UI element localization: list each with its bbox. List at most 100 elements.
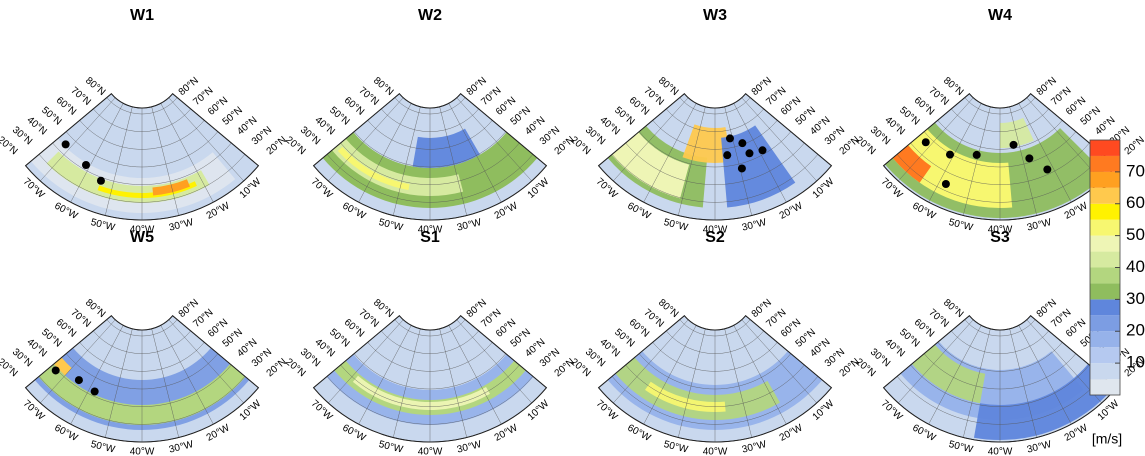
meridian	[40, 319, 116, 404]
panel-title: S3	[990, 229, 1010, 246]
wind-band	[152, 179, 190, 196]
colorbar-swatch	[1090, 251, 1120, 268]
marker-dot	[723, 151, 732, 160]
meridian	[160, 103, 214, 203]
colorbar-swatch	[1090, 299, 1120, 316]
colorbar-swatch	[1090, 379, 1120, 395]
marker-dot	[82, 160, 90, 169]
meridian	[358, 103, 412, 203]
colorbar-swatch	[1090, 155, 1120, 172]
meridian	[358, 325, 412, 425]
panel-title: W2	[418, 7, 442, 24]
meridian	[1018, 325, 1072, 425]
longitude-label: 30°W	[741, 439, 768, 456]
marker-dot	[1009, 140, 1018, 149]
longitude-label: 40°W	[418, 447, 443, 456]
colorbar-swatch	[1090, 235, 1120, 252]
colorbar-unit: [m/s]	[1092, 431, 1122, 447]
colorbar-tick-label: 70	[1126, 161, 1145, 180]
longitude-label: 40°W	[130, 447, 155, 456]
meridian	[1026, 319, 1102, 404]
meridian	[105, 328, 133, 438]
marker-dot	[90, 387, 99, 396]
longitude-label: 50°W	[663, 217, 690, 234]
meridian	[439, 328, 467, 438]
colorbar-swatch	[1090, 140, 1120, 156]
colorbar-swatch	[1090, 331, 1120, 348]
panel-title: S1	[420, 229, 440, 246]
longitude-label: 40°W	[703, 225, 728, 236]
marker-dot	[946, 150, 954, 159]
colorbar-swatch	[1090, 187, 1120, 204]
longitude-label: 30°W	[1026, 439, 1053, 456]
longitude-label: 50°W	[378, 217, 405, 234]
colorbar-tick-label: 20	[1126, 321, 1145, 340]
meridian	[898, 319, 974, 404]
wind-band	[97, 181, 197, 198]
colorbar-tick-label: 10	[1126, 353, 1145, 372]
meridian	[439, 106, 467, 216]
panel-title: W1	[130, 7, 154, 24]
longitude-label: 40°W	[988, 225, 1013, 236]
longitude-label: 50°W	[663, 439, 690, 456]
longitude-label: 30°W	[1026, 217, 1053, 234]
meridian	[168, 319, 244, 404]
meridian	[393, 328, 421, 438]
meridian	[613, 97, 689, 182]
marker-dot	[1043, 165, 1052, 174]
longitude-label: 30°W	[168, 439, 195, 456]
longitude-label: 40°W	[130, 225, 155, 236]
longitude-label: 50°W	[90, 439, 117, 456]
colorbar-swatch	[1090, 171, 1120, 188]
marker-dot	[745, 149, 754, 158]
marker-dot	[972, 150, 981, 159]
wind-band	[352, 375, 490, 411]
wind-band	[892, 145, 932, 183]
marker-dot	[61, 140, 70, 149]
meridian	[733, 325, 787, 425]
marker-dot	[758, 146, 767, 155]
meridian	[963, 328, 991, 438]
meridian	[1009, 328, 1037, 438]
marker-dot	[96, 176, 105, 185]
meridian	[456, 97, 532, 182]
longitude-label: 30°W	[168, 217, 195, 234]
colorbar-swatch	[1090, 363, 1120, 380]
meridian	[1026, 97, 1102, 182]
map-outline	[24, 93, 260, 221]
meridian	[105, 106, 133, 216]
longitude-label: 50°W	[378, 439, 405, 456]
marker-dot	[725, 134, 734, 143]
meridian	[643, 325, 697, 425]
marker-dot	[1025, 154, 1034, 163]
meridian	[1018, 103, 1072, 203]
meridian	[168, 97, 244, 182]
wind-band	[326, 354, 534, 425]
marker-dot	[74, 376, 83, 385]
meridian	[898, 97, 974, 182]
meridian	[448, 103, 502, 203]
map-outline	[597, 93, 833, 221]
map-outline	[312, 93, 548, 221]
meridian	[456, 319, 532, 404]
longitude-label: 30°W	[456, 439, 483, 456]
longitude-label: 50°W	[90, 217, 117, 234]
wind-band	[38, 363, 246, 425]
panel-title: W5	[130, 229, 154, 246]
meridian	[741, 97, 817, 182]
panel-title: W4	[988, 7, 1012, 24]
colorbar-tick-label: 30	[1126, 289, 1145, 308]
longitude-label: 40°W	[418, 225, 443, 236]
map-outline	[597, 315, 833, 443]
meridian	[928, 103, 982, 203]
wind-band	[911, 344, 986, 404]
meridian	[678, 328, 706, 438]
meridian	[928, 325, 982, 425]
colorbar-tick-label: 40	[1126, 257, 1145, 276]
colorbar-tick-label: 50	[1126, 225, 1145, 244]
wind-band	[973, 363, 1115, 440]
